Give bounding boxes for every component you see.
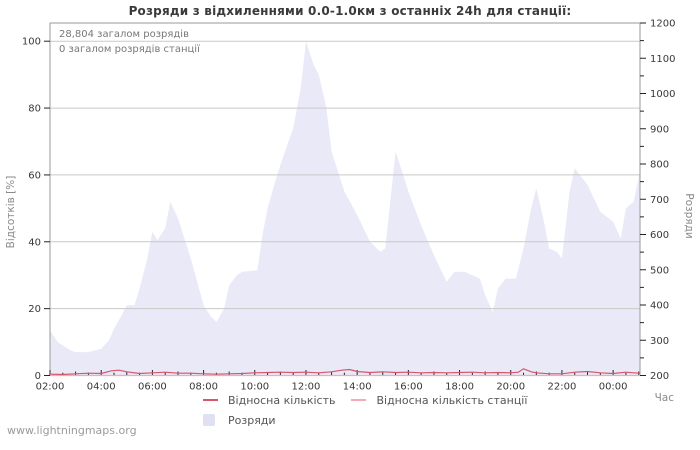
y-right-tick-label: 1000: [650, 89, 675, 100]
legend-area-swatch-discharges: [203, 414, 215, 426]
legend: Відносна кількість Відносна кількість ст…: [203, 390, 543, 430]
legend-line-swatch-relative-count: [203, 399, 218, 401]
annotation-station-discharges: 0 загалом розрядів станції: [59, 44, 200, 55]
x-tick-label: 20:00: [496, 382, 525, 393]
legend-line-swatch-relative-count-station: [351, 399, 367, 401]
y-right-tick-label: 300: [650, 336, 669, 347]
x-tick-label: 08:00: [189, 382, 218, 393]
y-right-tick-label: 700: [650, 195, 669, 206]
watermark-link[interactable]: www.lightningmaps.org: [7, 424, 137, 437]
x-tick-label: 00:00: [599, 382, 628, 393]
y-right-tick-label: 600: [650, 230, 669, 241]
y-left-tick-label: 20: [28, 304, 41, 315]
y-axis-label-left: Відсотків [%]: [5, 175, 17, 249]
line-series-relative-count: [49, 368, 641, 376]
area-series-discharges: [50, 41, 640, 376]
y-left-tick-label: 60: [28, 170, 41, 181]
y-left-tick-label: 80: [28, 104, 41, 115]
y-left-tick-label: 40: [28, 237, 41, 248]
legend-item-relative-count: Відносна кількість: [203, 394, 335, 407]
y-right-tick-label: 200: [650, 371, 669, 382]
x-tick-label: 10:00: [240, 382, 269, 393]
y-right-tick-label: 500: [650, 265, 669, 276]
x-tick-label: 06:00: [138, 382, 167, 393]
x-tick-label: 04:00: [87, 382, 116, 393]
y-right-tick-label: 1200: [650, 19, 675, 30]
y-right-tick-label: 900: [650, 124, 669, 135]
y-left-tick-label: 0: [35, 371, 41, 382]
x-tick-label: 12:00: [292, 382, 321, 393]
y-right-tick-label: 400: [650, 301, 669, 312]
legend-row-area: Розряди: [203, 410, 543, 430]
y-right-tick-label: 1100: [650, 54, 675, 65]
y-left-tick-label: 100: [22, 37, 41, 48]
x-tick-label: 22:00: [548, 382, 577, 393]
legend-item-relative-count-station: Відносна кількість станції: [351, 394, 527, 407]
x-tick-label: 14:00: [343, 382, 372, 393]
annotation-total-discharges: 28,804 загалом розрядів: [59, 29, 189, 40]
x-tick-label: 18:00: [445, 382, 474, 393]
y-right-tick-label: 800: [650, 160, 669, 171]
legend-label-discharges: Розряди: [228, 413, 276, 427]
x-tick-label: 16:00: [394, 382, 423, 393]
x-tick-label: 02:00: [36, 382, 65, 393]
legend-label-relative-count: Відносна кількість: [228, 393, 336, 407]
x-axis-label: Час: [654, 392, 674, 404]
legend-item-discharges: Розряди: [203, 414, 276, 427]
legend-label-relative-count-station: Відносна кількість станції: [376, 393, 528, 407]
legend-row-lines: Відносна кількість Відносна кількість ст…: [203, 390, 543, 410]
chart-title: Розряди з відхиленнями 0.0-1.0км з остан…: [128, 4, 572, 18]
y-axis-label-right: Розряди: [683, 193, 695, 239]
